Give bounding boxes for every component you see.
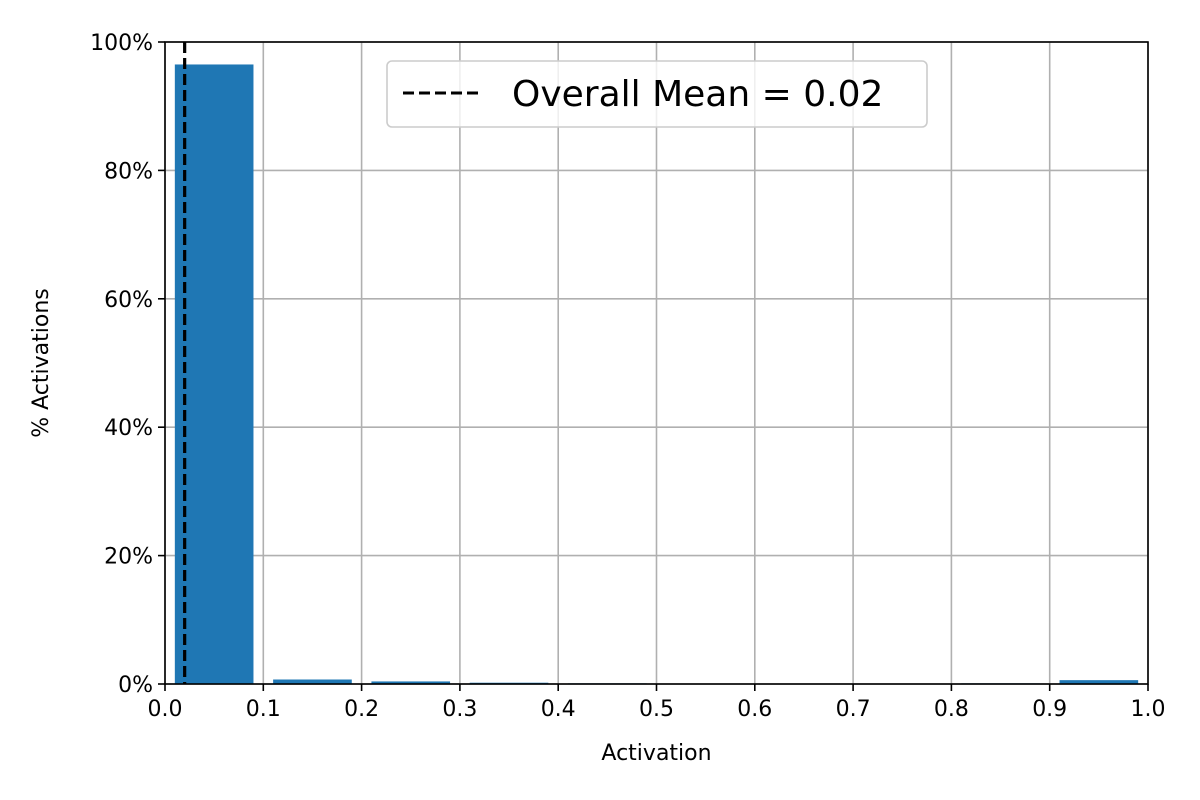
x-axis-title: Activation bbox=[601, 741, 711, 766]
legend-label: Overall Mean = 0.02 bbox=[512, 74, 883, 115]
x-tick-label: 0.3 bbox=[442, 697, 477, 722]
x-tick-label: 0.1 bbox=[246, 697, 281, 722]
histogram-bar bbox=[273, 679, 352, 684]
y-tick-label: 0% bbox=[118, 673, 153, 698]
y-axis-title: % Activations bbox=[29, 288, 54, 438]
x-tick-label: 0.6 bbox=[737, 697, 772, 722]
histogram-bar bbox=[1059, 680, 1139, 684]
y-tick-label: 100% bbox=[90, 31, 153, 56]
histogram-bar bbox=[371, 681, 451, 684]
grid bbox=[164, 41, 1149, 685]
x-tick-label: 0.8 bbox=[934, 697, 969, 722]
ticks: 0.0 0.1 0.2 0.3 0.4 0.5 0.6 0.7 0.8 0.9 1.0 0% 20% 40… bbox=[90, 31, 1165, 722]
x-tick-label: 0.0 bbox=[148, 697, 183, 722]
y-tick-label: 20% bbox=[104, 545, 153, 570]
x-tick-label: 0.2 bbox=[344, 697, 379, 722]
y-tick-label: 60% bbox=[104, 288, 153, 313]
x-tick-label: 1.0 bbox=[1131, 697, 1166, 722]
x-tick-label: 0.5 bbox=[639, 697, 674, 722]
y-tick-label: 80% bbox=[104, 159, 153, 184]
x-tick-label: 0.7 bbox=[836, 697, 871, 722]
x-tick-label: 0.9 bbox=[1032, 697, 1067, 722]
bars bbox=[174, 64, 1139, 685]
legend-box bbox=[386, 60, 928, 128]
y-tick-label: 40% bbox=[104, 416, 153, 441]
x-tick-label: 0.4 bbox=[541, 697, 576, 722]
legend: Overall Mean = 0.02 bbox=[386, 60, 928, 128]
histogram-bar bbox=[174, 64, 254, 685]
